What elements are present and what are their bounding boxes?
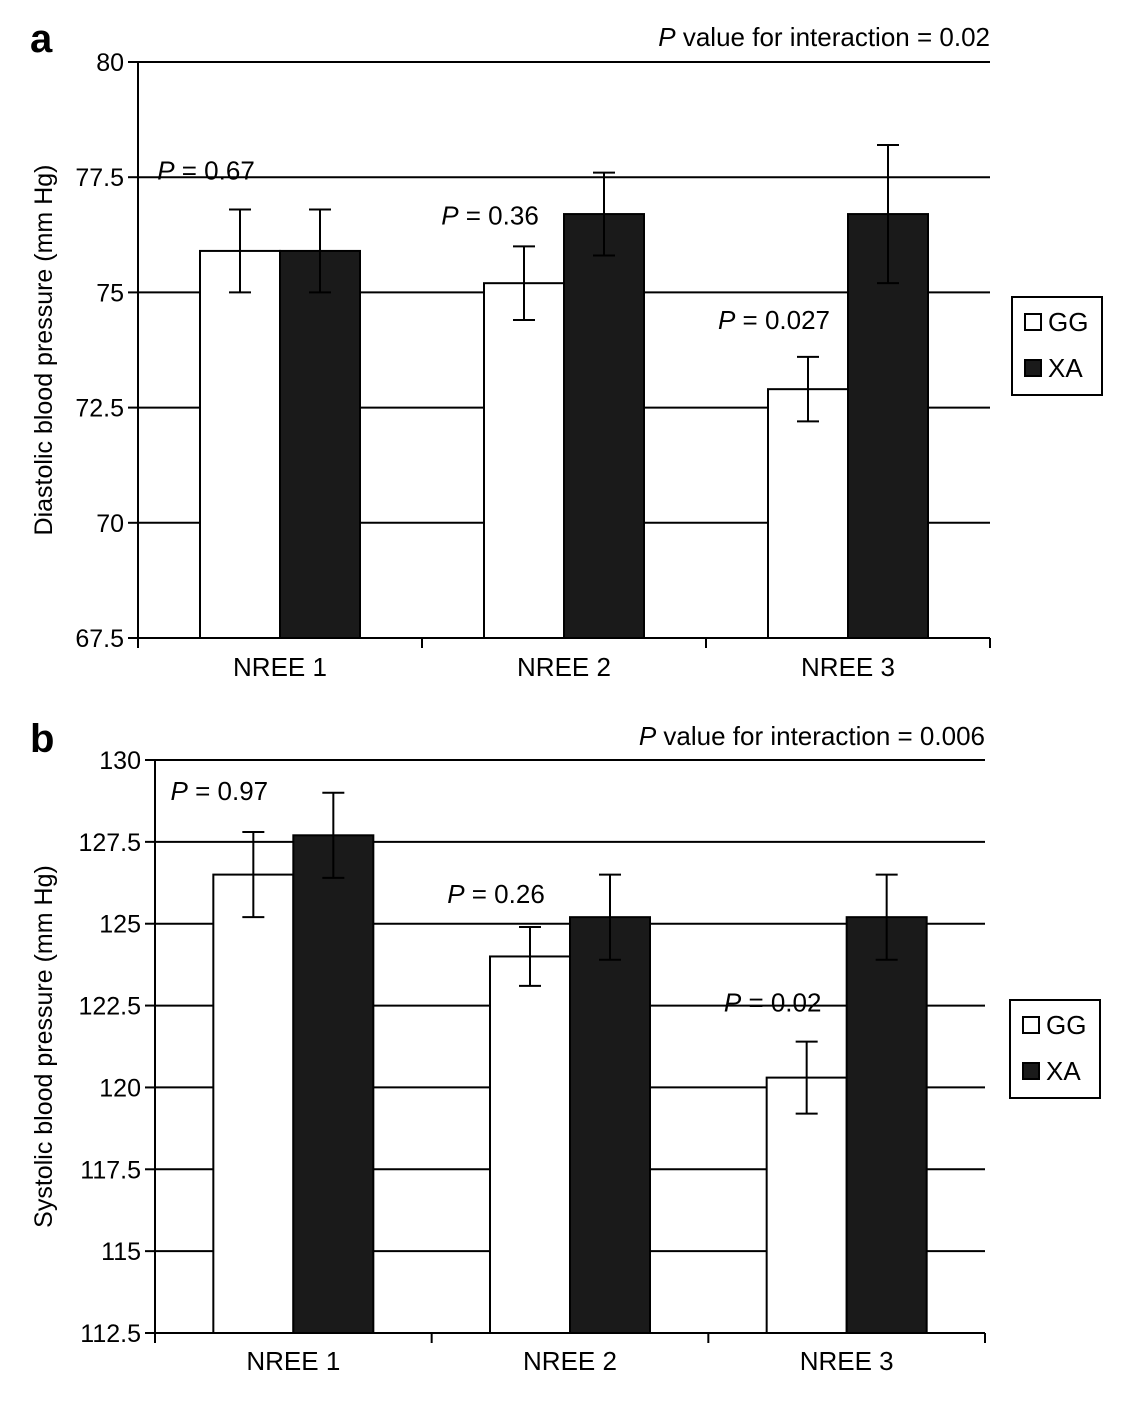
bar-gg-1 [199,249,281,639]
y-axis-label: Diastolic blood pressure (mm Hg) [30,165,58,536]
y-tick-label: 130 [99,747,141,775]
y-tick-label: 70 [96,510,124,538]
y-tick-label: 115 [101,1238,141,1266]
p-value-label-text: = 0.26 [465,879,545,909]
bar-xa-3 [847,213,929,639]
y-tick-label: 125 [99,911,141,939]
bar-gg-3 [765,1076,848,1334]
y-tick-label: 80 [96,49,124,77]
p-value-label-prefix: P [441,200,459,230]
legend-swatch-gg [1024,313,1042,331]
y-tick-label: 122.5 [78,993,141,1021]
chart-panel-b: b P value for interaction = 0.006 112.5 115… [30,717,1101,1376]
legend-label-gg: GG [1048,307,1088,337]
y-axis-label: Systolic blood pressure (mm Hg) [30,865,58,1228]
x-tick-label: NREE 3 [801,652,895,682]
chart-panel-a: a P value for interaction = 0.02 67.5 70 72.… [30,17,1103,682]
y-tick-label: 117.5 [80,1156,141,1184]
y-tick-label: 77.5 [75,164,124,192]
x-tick-label: NREE 1 [233,652,327,682]
y-tick-label: 112.5 [80,1320,141,1348]
bar-gg-1 [212,873,295,1334]
bar-gg-2 [483,282,565,639]
interaction-p-label: P value for interaction = 0.02 [658,22,990,52]
interaction-p-label-prefix: P [658,22,676,52]
interaction-p-label-text: value for interaction = 0.006 [656,721,985,751]
bar-gg-3 [767,388,849,639]
bar-xa-2 [569,916,651,1334]
p-value-label-text: = 0.67 [175,155,255,185]
p-value-label: P = 0.97 [171,776,269,806]
p-value-label-prefix: P [171,776,189,806]
bar-xa-1 [292,834,375,1335]
y-tick-label: 72.5 [75,395,124,423]
p-value-label-text: = 0.97 [188,776,268,806]
p-value-label-prefix: P [157,155,175,185]
x-tick-label: NREE 1 [246,1346,340,1376]
panel-letter: a [30,17,53,61]
bar-xa-2 [563,213,645,639]
bar-gg-2 [489,955,571,1334]
p-value-label: P = 0.027 [718,305,830,335]
y-tick-label: 75 [96,279,124,307]
legend-label-xa: XA [1046,1056,1081,1086]
interaction-p-label: P value for interaction = 0.006 [639,721,985,751]
x-tick-label: NREE 2 [523,1346,617,1376]
legend: GG XA [1011,296,1103,396]
p-value-label-prefix: P [724,988,742,1018]
interaction-p-label-text: value for interaction = 0.02 [676,22,990,52]
y-tick-label: 67.5 [75,625,124,653]
p-value-label-text: = 0.36 [459,200,539,230]
legend: GG XA [1009,999,1101,1099]
bar-xa-3 [845,916,928,1334]
legend-label-xa: XA [1048,353,1083,383]
panel-letter: b [30,717,54,761]
p-value-label: P = 0.02 [724,988,822,1018]
x-tick-label: NREE 3 [800,1346,894,1376]
p-value-label: P = 0.67 [157,155,255,185]
x-tick-label: NREE 2 [517,652,611,682]
p-value-label-prefix: P [447,879,465,909]
p-value-label-text: = 0.027 [735,305,830,335]
y-tick-label: 120 [99,1074,141,1102]
p-value-label: P = 0.26 [447,879,545,909]
bar-xa-1 [279,249,361,639]
p-value-label-prefix: P [718,305,736,335]
p-value-label-text: = 0.02 [741,988,821,1018]
legend-swatch-xa [1022,1062,1040,1080]
y-tick-label: 127.5 [78,829,141,857]
legend-label-gg: GG [1046,1010,1086,1040]
interaction-p-label-prefix: P [639,721,657,751]
legend-swatch-gg [1022,1016,1040,1034]
legend-swatch-xa [1024,359,1042,377]
p-value-label: P = 0.36 [441,200,539,230]
